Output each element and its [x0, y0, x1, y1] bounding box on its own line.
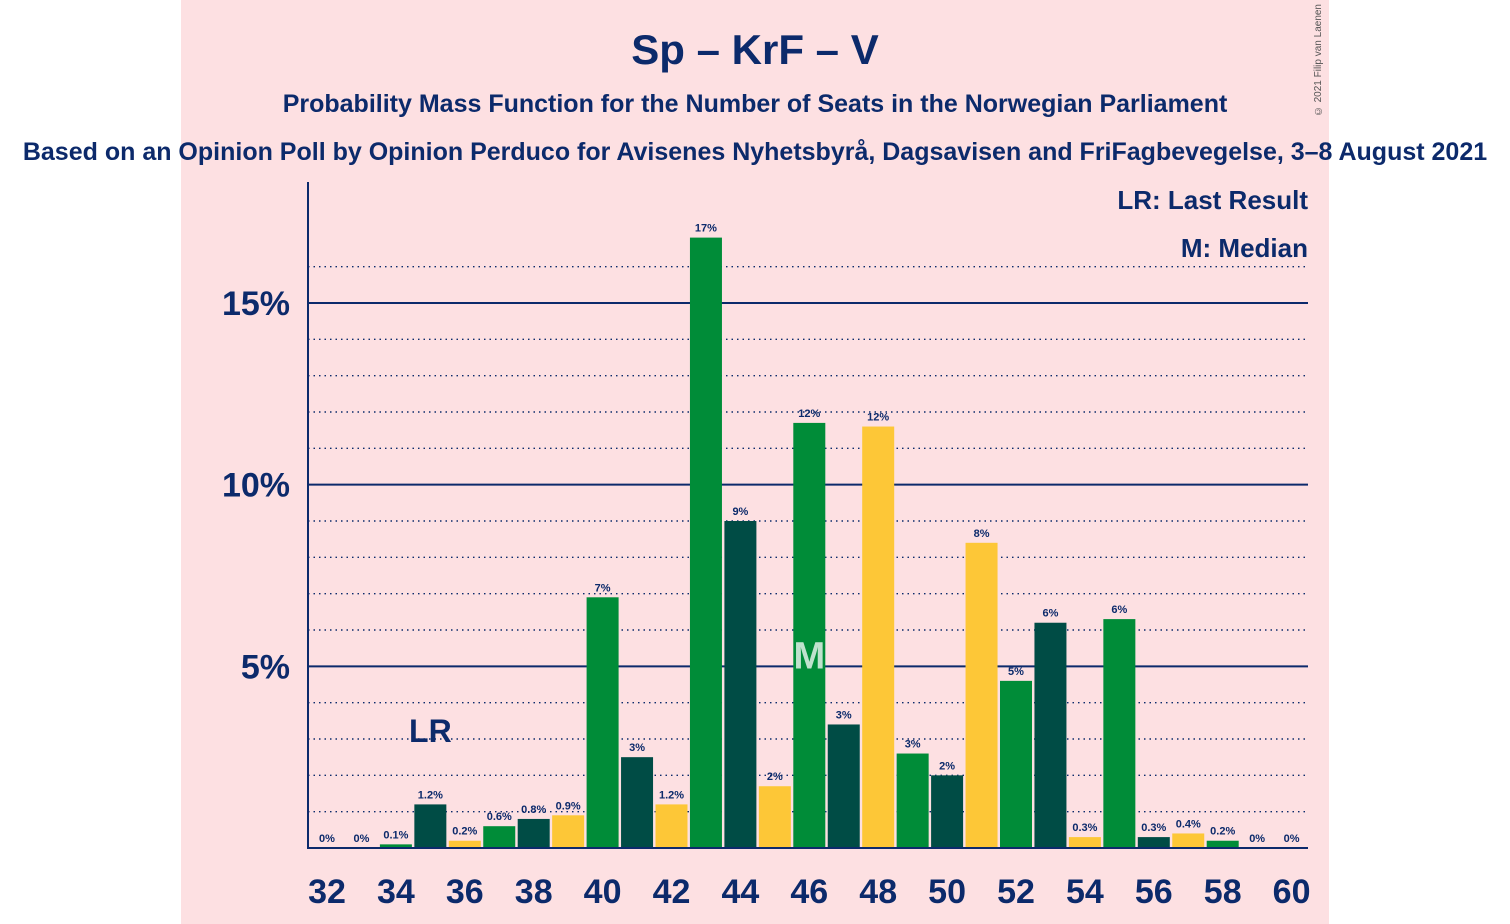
chart-subtitle: Probability Mass Function for the Number…: [282, 90, 1228, 118]
data-label-seat-59: 0%: [1249, 833, 1265, 845]
bar-seat-37: [483, 826, 516, 848]
x-tick-label: 48: [859, 873, 897, 911]
data-label-seat-41: 3%: [629, 742, 645, 754]
bar-seat-53: [1034, 622, 1067, 848]
data-label-seat-54: 0.3%: [1072, 822, 1097, 834]
bar-seat-45: [758, 786, 791, 848]
bar-seat-50: [931, 775, 964, 848]
bar-seat-42: [655, 804, 688, 848]
data-label-seat-32: 0%: [319, 833, 335, 845]
data-label-seat-51: 8%: [974, 528, 990, 540]
data-label-seat-39: 0.9%: [556, 800, 581, 812]
x-tick-label: 42: [653, 873, 691, 911]
y-tick-label: 5%: [241, 648, 290, 686]
bar-seat-38: [517, 818, 550, 848]
data-label-seat-38: 0.8%: [521, 804, 546, 816]
data-label-seat-33: 0%: [353, 833, 369, 845]
x-tick-label: 34: [377, 873, 415, 911]
bar-seat-46: [793, 422, 826, 848]
data-label-seat-49: 3%: [905, 739, 921, 751]
bar-seat-48: [862, 426, 895, 848]
x-tick-label: 40: [584, 873, 622, 911]
bar-seat-52: [1000, 680, 1032, 848]
bar-seat-57: [1172, 833, 1205, 848]
bar-seat-40: [586, 597, 619, 848]
x-tick-label: 38: [515, 873, 553, 911]
data-label-seat-56: 0.3%: [1141, 822, 1166, 834]
x-tick-label: 36: [446, 873, 484, 911]
legend-last-result: LR: Last Result: [1117, 185, 1308, 215]
data-label-seat-36: 0.2%: [452, 826, 477, 838]
bar-seat-44: [724, 521, 757, 848]
data-label-seat-60: 0%: [1284, 833, 1300, 845]
data-label-seat-53: 6%: [1042, 608, 1058, 620]
x-tick-label: 56: [1135, 873, 1173, 911]
bar-seat-35: [414, 804, 447, 848]
bar-seat-41: [621, 757, 654, 848]
data-label-seat-55: 6%: [1111, 604, 1127, 616]
bars: [379, 237, 1239, 849]
x-tick-label: 52: [997, 873, 1035, 911]
data-label-seat-52: 5%: [1008, 666, 1024, 678]
bar-seat-51: [965, 542, 998, 848]
bar-seat-47: [827, 724, 860, 848]
data-label-seat-47: 3%: [836, 709, 852, 721]
data-label-seat-48: 12%: [867, 412, 889, 424]
data-label-seat-57: 0.4%: [1176, 818, 1201, 830]
data-labels: 0% 0% 0.1% 1.2% 0.2% 0.6% 0.8% 0.9% 7% 3% 1.2% 17% 9…: [319, 223, 1300, 845]
data-label-seat-46: 12%: [798, 408, 820, 420]
data-label-seat-37: 0.6%: [487, 811, 512, 823]
data-label-seat-42: 1.2%: [659, 789, 684, 801]
data-label-seat-58: 0.2%: [1210, 826, 1235, 838]
bar-seat-58: [1206, 840, 1239, 848]
x-tick-label: 50: [928, 873, 966, 911]
data-label-seat-50: 2%: [939, 760, 955, 772]
bar-seat-43: [689, 237, 722, 849]
x-tick-label: 58: [1204, 873, 1242, 911]
bar-seat-34: [379, 844, 412, 848]
data-label-seat-43: 17%: [695, 223, 717, 235]
x-tick-label: 44: [721, 873, 759, 911]
bar-seat-49: [896, 753, 929, 848]
bar-seat-56: [1137, 837, 1170, 848]
x-tick-label: 46: [790, 873, 828, 911]
x-tick-label: 32: [308, 873, 346, 911]
data-label-seat-45: 2%: [767, 771, 783, 783]
chart-source: Based on an Opinion Poll by Opinion Perd…: [22, 138, 1488, 166]
bar-seat-55: [1103, 619, 1136, 848]
median-marker: M: [793, 636, 825, 678]
x-tick-label: 60: [1273, 873, 1311, 911]
bar-seat-54: [1068, 837, 1101, 848]
chart-title: Sp – KrF – V: [631, 26, 879, 73]
last-result-marker: LR: [409, 713, 452, 749]
legend-median: M: Median: [1180, 233, 1308, 263]
y-tick-label: 15%: [222, 285, 290, 323]
axes: 5% 10% 15% 32 34 36 38 40 42 44 46 48 50 52 54 56 58 60: [222, 182, 1311, 911]
data-label-seat-40: 7%: [595, 582, 611, 594]
bar-seat-36: [448, 840, 481, 848]
bar-seat-39: [552, 815, 585, 848]
data-label-seat-44: 9%: [732, 506, 748, 518]
data-label-seat-35: 1.2%: [418, 789, 443, 801]
y-tick-label: 10%: [222, 467, 290, 505]
x-tick-label: 54: [1066, 873, 1104, 911]
data-label-seat-34: 0.1%: [383, 829, 408, 841]
